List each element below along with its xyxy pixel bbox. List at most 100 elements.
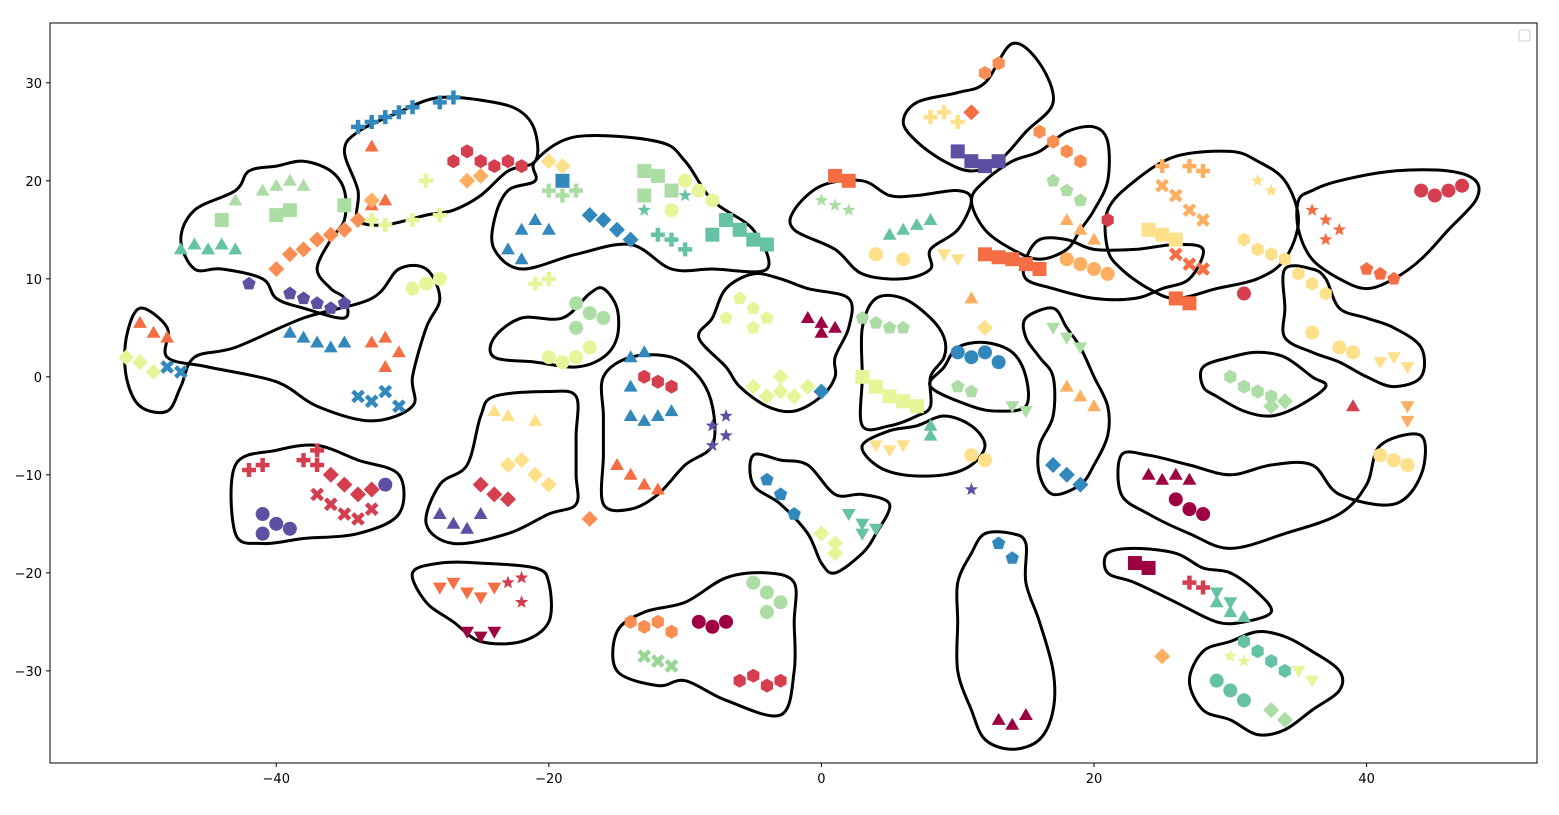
data-point-triangle_down <box>487 626 502 639</box>
data-point-circle <box>1373 448 1388 463</box>
data-point-x <box>1196 213 1210 227</box>
cluster-outline <box>788 178 973 281</box>
data-point-triangle <box>378 360 393 372</box>
cluster-outline <box>611 571 798 718</box>
data-point-hexagon <box>1251 384 1264 399</box>
data-point-triangle <box>623 379 638 392</box>
data-point-circle <box>1059 252 1074 267</box>
data-point-star <box>1305 203 1319 216</box>
data-point-diamond <box>581 207 598 224</box>
data-point-triangle <box>514 252 529 265</box>
data-point-hexagon <box>651 374 664 389</box>
data-point-triangle_down <box>1005 401 1020 414</box>
data-point-diamond <box>745 378 762 395</box>
data-points <box>118 56 1470 730</box>
data-point-triangle_down <box>446 577 461 590</box>
data-point-pentagon <box>773 487 788 501</box>
data-point-triangle_down <box>1019 406 1033 419</box>
data-point-triangle <box>923 418 938 431</box>
data-point-circle <box>705 619 720 634</box>
data-point-hexagon <box>624 614 637 629</box>
cluster-outline <box>969 124 1111 261</box>
data-point-circle <box>569 320 584 335</box>
data-point-plus <box>391 105 406 120</box>
data-point-square <box>732 222 747 237</box>
data-point-plus <box>296 453 311 468</box>
data-point-triangle <box>228 193 243 206</box>
data-point-hexagon <box>651 614 664 629</box>
data-point-plus <box>678 242 693 257</box>
data-point-x <box>364 394 379 409</box>
data-point-hexagon <box>1306 276 1319 291</box>
data-point-circle <box>1236 286 1251 301</box>
data-point-square <box>1141 222 1156 237</box>
data-point-star <box>814 193 829 207</box>
data-point-circle <box>759 605 774 620</box>
data-point-circle <box>691 614 706 629</box>
data-point-plus <box>364 114 379 129</box>
data-point-hexagon <box>1251 644 1264 659</box>
data-point-diamond <box>1072 476 1089 493</box>
data-point-pentagon <box>1060 183 1074 197</box>
data-point-pentagon <box>719 311 733 324</box>
data-point-diamond <box>1263 398 1280 415</box>
data-point-square <box>1168 291 1183 306</box>
data-point-diamond <box>350 486 366 503</box>
data-point-hexagon <box>1047 134 1060 149</box>
data-point-diamond <box>758 388 775 405</box>
data-point-star <box>1264 183 1278 197</box>
data-point-hexagon <box>488 159 501 174</box>
cluster-outline <box>860 414 987 478</box>
cluster-outline <box>748 452 892 575</box>
data-point-diamond <box>1154 648 1171 665</box>
data-point-x <box>1168 247 1183 262</box>
data-point-x <box>651 654 665 668</box>
data-point-triangle_down <box>1400 362 1415 374</box>
data-point-x <box>1168 188 1183 203</box>
data-point-square <box>1127 556 1142 571</box>
data-point-diamond <box>472 167 489 184</box>
data-point-circle <box>555 355 570 370</box>
data-point-triangle <box>1223 605 1238 618</box>
data-point-circle <box>432 271 447 286</box>
data-point-triangle <box>637 345 652 358</box>
data-point-triangle <box>514 222 529 235</box>
cluster-outline <box>123 263 442 423</box>
data-point-square <box>1155 227 1170 242</box>
data-point-star <box>501 575 515 589</box>
data-point-circle <box>255 507 270 522</box>
cluster-outline <box>1198 350 1328 418</box>
cluster-outline <box>424 389 580 546</box>
data-point-square <box>1141 560 1156 575</box>
data-point-x <box>337 507 352 521</box>
data-point-plus <box>664 232 679 247</box>
data-point-star <box>1250 173 1265 187</box>
data-point-diamond <box>1058 466 1075 483</box>
cluster-outline <box>488 286 621 369</box>
data-point-plus <box>1155 159 1170 174</box>
data-point-plus <box>528 276 543 291</box>
data-point-plus <box>1182 159 1197 174</box>
data-point-circle <box>664 203 679 218</box>
data-point-pentagon <box>1046 173 1060 187</box>
data-point-triangle <box>283 325 297 338</box>
data-point-triangle <box>378 330 393 343</box>
data-point-x <box>1182 257 1197 271</box>
data-point-x <box>174 365 188 379</box>
data-point-diamond <box>581 510 598 527</box>
data-point-triangle <box>296 178 311 191</box>
data-point-circle <box>405 281 420 296</box>
data-point-triangle <box>623 467 638 480</box>
data-point-star <box>1332 222 1346 236</box>
cluster-outline <box>410 560 553 646</box>
cluster-outline <box>955 530 1057 751</box>
data-point-pentagon <box>324 301 338 314</box>
data-point-triangle <box>501 242 515 255</box>
data-point-pentagon <box>746 320 760 334</box>
data-point-square <box>991 250 1006 265</box>
data-point-diamond <box>827 545 844 562</box>
cluster-outline <box>1281 264 1427 389</box>
data-point-triangle <box>637 413 652 426</box>
cluster-outline <box>1187 630 1345 737</box>
data-point-square <box>1018 257 1033 272</box>
